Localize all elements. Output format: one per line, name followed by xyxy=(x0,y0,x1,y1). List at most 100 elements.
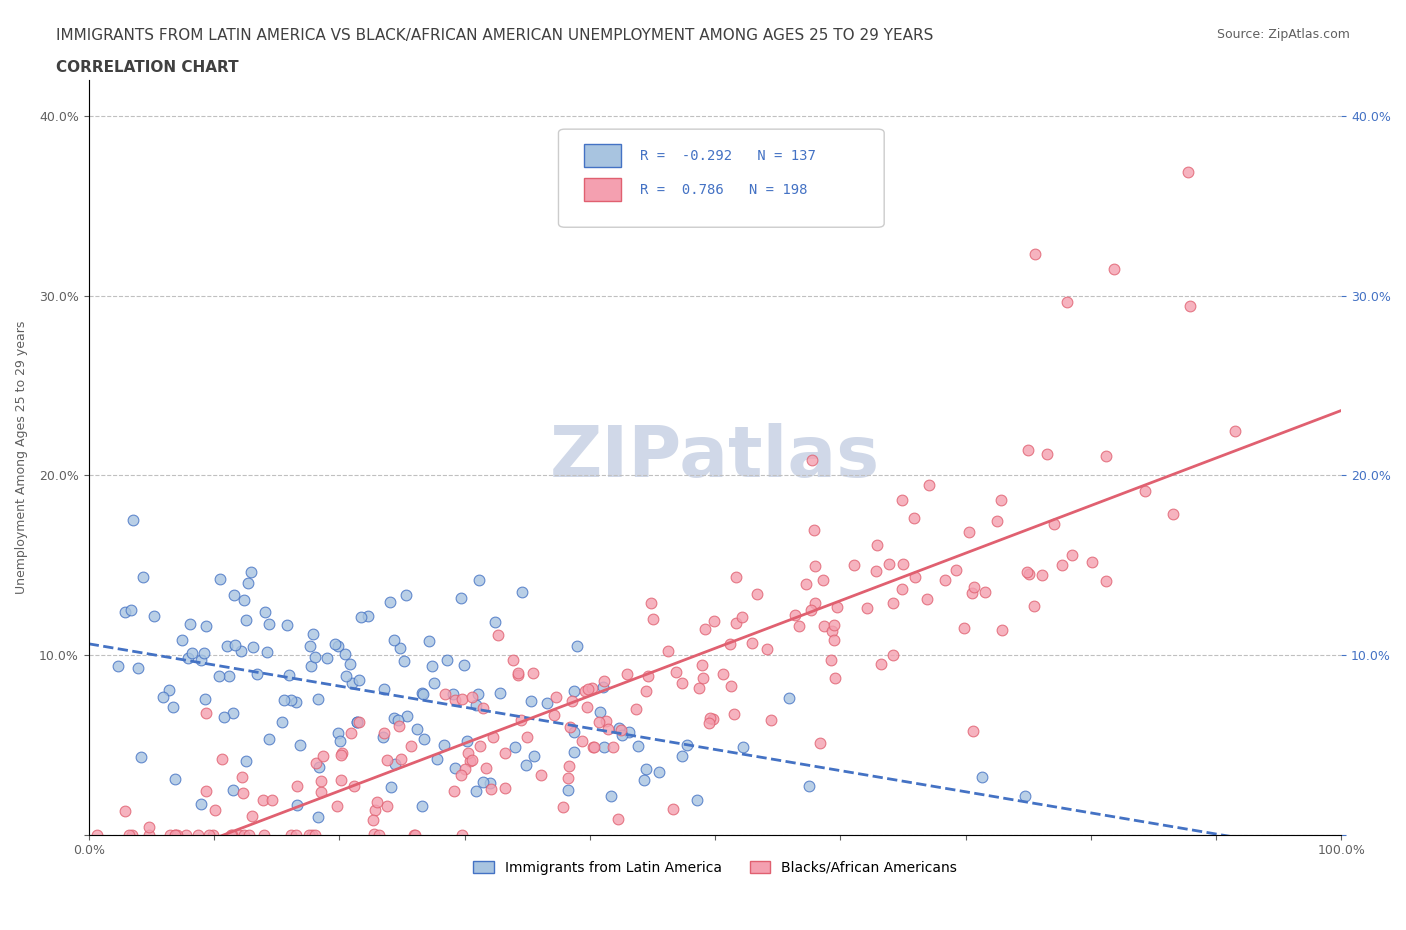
Immigrants from Latin America xyxy=(278,667,301,682)
Blacks/African Americans xyxy=(339,725,361,740)
Blacks/African Americans xyxy=(783,607,806,622)
Blacks/African Americans xyxy=(121,827,143,842)
Blacks/African Americans xyxy=(232,786,254,801)
Immigrants from Latin America xyxy=(423,676,446,691)
Immigrants from Latin America xyxy=(222,782,245,797)
Immigrants from Latin America xyxy=(212,710,235,724)
Blacks/African Americans xyxy=(1018,566,1040,581)
Blacks/African Americans xyxy=(602,739,624,754)
Blacks/African Americans xyxy=(592,673,614,688)
Blacks/African Americans xyxy=(724,570,747,585)
Blacks/African Americans xyxy=(301,827,323,842)
Blacks/African Americans xyxy=(138,819,160,834)
Immigrants from Latin America xyxy=(190,797,212,812)
Blacks/African Americans xyxy=(810,736,832,751)
Blacks/African Americans xyxy=(813,618,835,633)
Blacks/African Americans xyxy=(1031,567,1053,582)
Immigrants from Latin America xyxy=(298,639,321,654)
Blacks/African Americans xyxy=(856,601,879,616)
FancyBboxPatch shape xyxy=(558,129,884,227)
Blacks/African Americans xyxy=(823,632,845,647)
Immigrants from Latin America xyxy=(420,659,443,674)
Immigrants from Latin America xyxy=(686,792,709,807)
Immigrants from Latin America xyxy=(503,739,526,754)
Blacks/African Americans xyxy=(963,579,986,594)
Blacks/African Americans xyxy=(1022,598,1045,613)
Immigrants from Latin America xyxy=(257,732,280,747)
Blacks/African Americans xyxy=(624,702,647,717)
Immigrants from Latin America xyxy=(179,617,201,631)
Blacks/African Americans xyxy=(915,591,938,606)
Immigrants from Latin America xyxy=(129,750,152,764)
Blacks/African Americans xyxy=(1050,558,1073,573)
Blacks/African Americans xyxy=(494,780,516,795)
Immigrants from Latin America xyxy=(285,797,308,812)
Immigrants from Latin America xyxy=(489,685,512,700)
Blacks/African Americans xyxy=(711,666,734,681)
Blacks/African Americans xyxy=(510,712,533,727)
Immigrants from Latin America xyxy=(515,757,537,772)
Blacks/African Americans xyxy=(285,827,308,842)
Blacks/African Americans xyxy=(506,667,529,682)
Immigrants from Latin America xyxy=(242,640,264,655)
Blacks/African Americans xyxy=(1178,299,1201,313)
Immigrants from Latin America xyxy=(395,588,418,603)
Blacks/African Americans xyxy=(363,827,385,842)
Blacks/African Americans xyxy=(304,827,326,842)
Blacks/African Americans xyxy=(479,781,502,796)
Blacks/African Americans xyxy=(475,761,498,776)
Blacks/African Americans xyxy=(606,812,628,827)
Immigrants from Latin America xyxy=(406,722,429,737)
Blacks/African Americans xyxy=(1095,448,1118,463)
Blacks/African Americans xyxy=(481,729,503,744)
Immigrants from Latin America xyxy=(565,638,588,653)
Blacks/African Americans xyxy=(823,618,845,632)
Immigrants from Latin America xyxy=(162,699,184,714)
Blacks/African Americans xyxy=(202,827,225,842)
Blacks/African Americans xyxy=(1095,574,1118,589)
Immigrants from Latin America xyxy=(172,633,194,648)
Blacks/African Americans xyxy=(433,687,456,702)
Blacks/African Americans xyxy=(576,700,599,715)
Immigrants from Latin America xyxy=(453,658,475,673)
Immigrants from Latin America xyxy=(308,760,330,775)
Immigrants from Latin America xyxy=(589,704,612,719)
Text: IMMIGRANTS FROM LATIN AMERICA VS BLACK/AFRICAN AMERICAN UNEMPLOYMENT AMONG AGES : IMMIGRANTS FROM LATIN AMERICA VS BLACK/A… xyxy=(56,28,934,43)
Blacks/African Americans xyxy=(1163,507,1185,522)
Immigrants from Latin America xyxy=(114,604,136,619)
Blacks/African Americans xyxy=(821,623,844,638)
Blacks/African Americans xyxy=(702,711,724,726)
Blacks/African Americans xyxy=(725,616,748,631)
Blacks/African Americans xyxy=(616,667,638,682)
Immigrants from Latin America xyxy=(256,644,278,659)
Immigrants from Latin America xyxy=(627,738,650,753)
Immigrants from Latin America xyxy=(233,592,256,607)
Blacks/African Americans xyxy=(458,754,481,769)
Blacks/African Americans xyxy=(377,798,399,813)
Blacks/African Americans xyxy=(312,749,335,764)
Blacks/African Americans xyxy=(918,477,941,492)
Immigrants from Latin America xyxy=(235,753,257,768)
Immigrants from Latin America xyxy=(389,641,412,656)
Immigrants from Latin America xyxy=(484,615,506,630)
Blacks/African Americans xyxy=(1056,294,1078,309)
Blacks/African Americans xyxy=(342,778,364,793)
Immigrants from Latin America xyxy=(346,714,368,729)
Blacks/African Americans xyxy=(576,682,599,697)
Blacks/African Americans xyxy=(450,767,472,782)
Immigrants from Latin America xyxy=(433,737,456,752)
Immigrants from Latin America xyxy=(190,652,212,667)
Blacks/African Americans xyxy=(1024,246,1046,261)
Blacks/African Americans xyxy=(508,665,530,680)
Blacks/African Americans xyxy=(990,493,1012,508)
Blacks/African Americans xyxy=(118,827,141,842)
Immigrants from Latin America xyxy=(523,749,546,764)
Immigrants from Latin America xyxy=(411,798,433,813)
Blacks/African Americans xyxy=(824,671,846,685)
Immigrants from Latin America xyxy=(333,647,356,662)
Blacks/African Americans xyxy=(404,827,426,842)
Blacks/African Americans xyxy=(986,513,1008,528)
Blacks/African Americans xyxy=(662,802,685,817)
Immigrants from Latin America xyxy=(478,776,501,790)
Immigrants from Latin America xyxy=(218,669,240,684)
